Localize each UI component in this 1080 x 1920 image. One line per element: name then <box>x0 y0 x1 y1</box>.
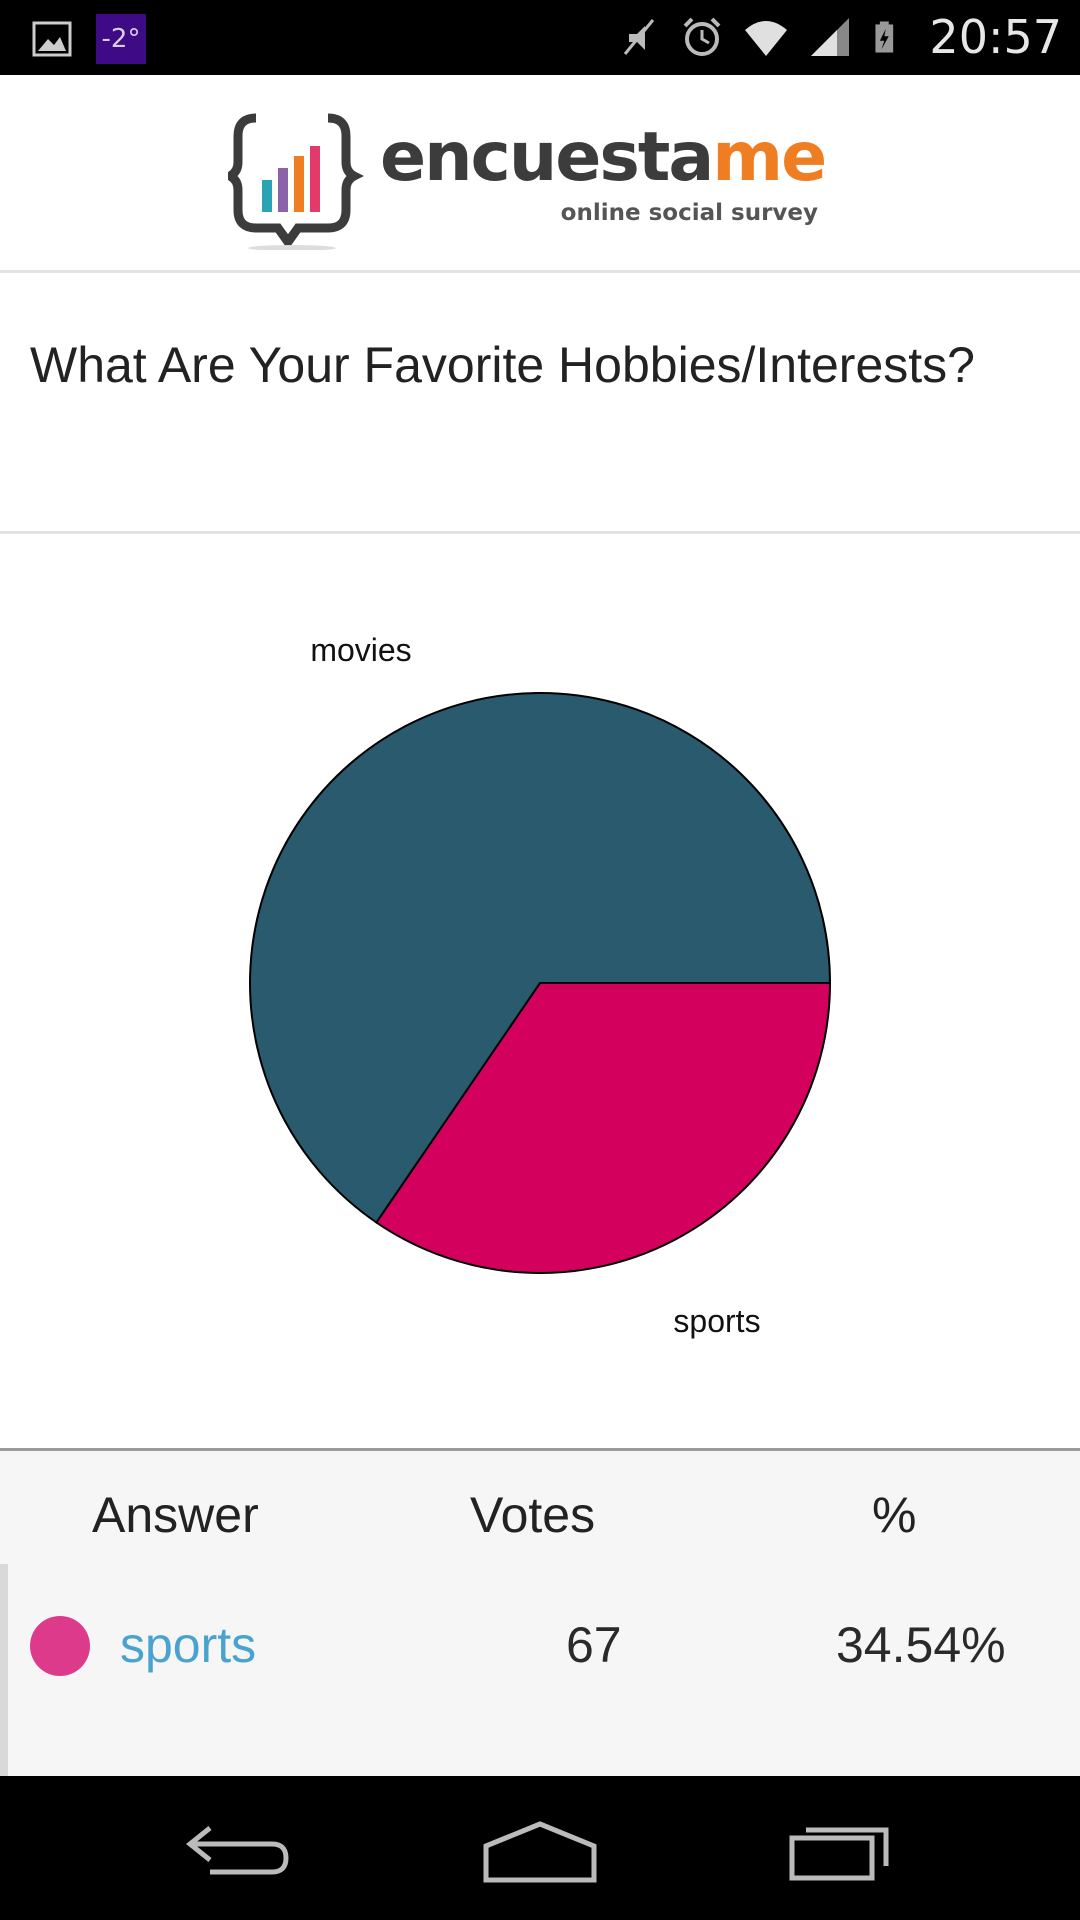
logo-wordmark: encuestame <box>380 118 827 197</box>
votes-value: 67 <box>566 1617 622 1673</box>
app-header: encuestame online social survey <box>0 75 1080 273</box>
header-percent: % <box>872 1487 917 1543</box>
wifi-icon <box>745 21 788 56</box>
divider <box>0 531 1080 534</box>
signal-icon <box>811 18 850 56</box>
pie-chart-svg: movies sports <box>249 632 832 1339</box>
logo-tagline: online social survey <box>560 200 818 226</box>
battery-icon <box>875 21 894 53</box>
mute-icon <box>624 19 655 55</box>
question-title: What Are Your Favorite Hobbies/Interests… <box>30 337 975 393</box>
recent-apps-icon[interactable] <box>782 1810 902 1890</box>
results-pie-chart: movies sports <box>0 534 1080 1448</box>
home-icon[interactable] <box>480 1810 600 1890</box>
answer-link[interactable]: sports <box>120 1617 257 1673</box>
alarm-icon <box>684 17 721 56</box>
encuestame-logo[interactable]: encuestame online social survey <box>228 110 827 250</box>
status-bar: -2° 20:57 <box>0 0 1080 75</box>
navigation-bar <box>0 1776 1080 1920</box>
results-table: Answer Votes % sports 67 34.54% <box>0 1448 1080 1779</box>
pie-slice-movies <box>249 692 832 1224</box>
status-time: 20:57 <box>929 10 1062 64</box>
logo-mark-icon <box>228 113 365 250</box>
gallery-notification-icon <box>32 21 72 57</box>
header-votes: Votes <box>470 1487 596 1543</box>
table-row: sports 67 34.54% <box>0 1564 1080 1779</box>
pie-slice-sports <box>375 982 832 1274</box>
back-icon[interactable] <box>180 1810 300 1890</box>
percent-value: 34.54% <box>836 1617 1006 1673</box>
answer-color-dot <box>30 1616 90 1676</box>
weather-badge: -2° <box>96 14 146 64</box>
pie-label-movies: movies <box>310 632 411 668</box>
pie-label-sports: sports <box>673 1303 760 1339</box>
header-answer: Answer <box>92 1487 259 1543</box>
